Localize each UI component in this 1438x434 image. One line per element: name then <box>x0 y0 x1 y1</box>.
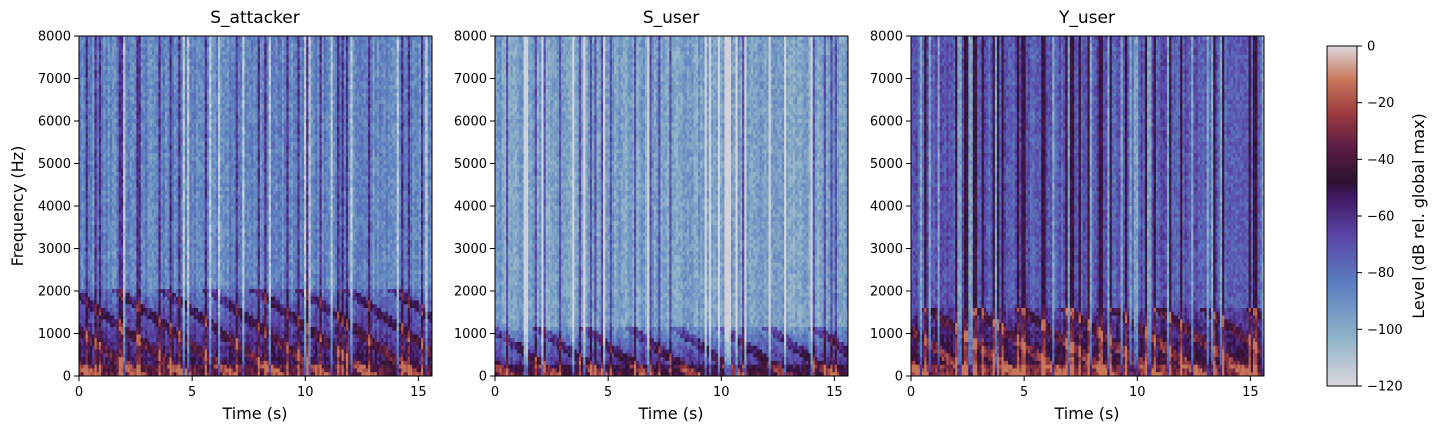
panel-title: S_attacker <box>210 8 300 28</box>
panel-s-attacker: S_attacker 0 5 10 1501000200030004000500060… <box>8 8 432 423</box>
spectrogram-image <box>79 36 432 376</box>
